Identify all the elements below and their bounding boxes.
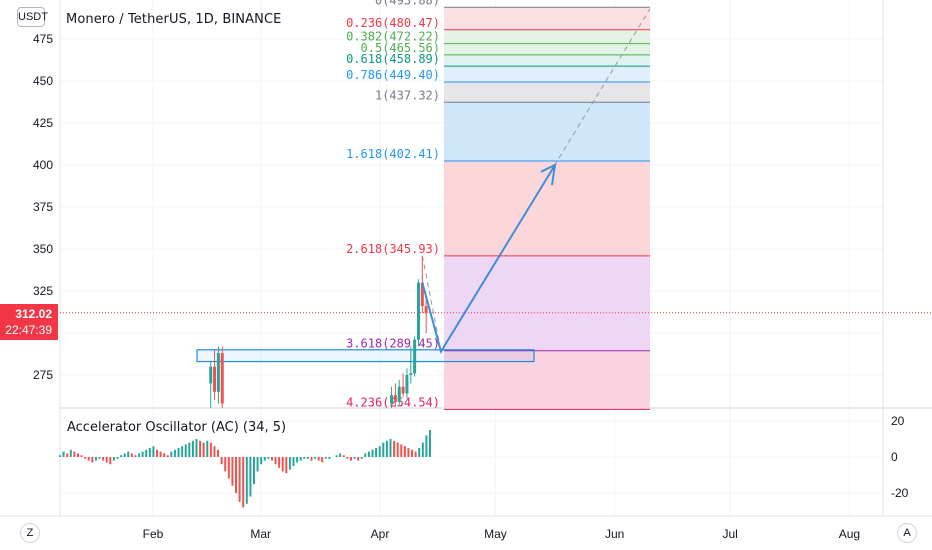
fib-level-label: 0.618(458.89) (346, 52, 440, 66)
fib-level-label: 2.618(345.93) (346, 242, 440, 256)
current-price-value: 312.02 (15, 307, 52, 321)
fib-level-label: 1.618(402.41) (346, 147, 440, 161)
price-tick-label: 325 (33, 284, 53, 298)
time-tick-label: Apr (371, 527, 390, 541)
fib-level-label: 0.786(449.40) (346, 68, 440, 82)
candle-body (420, 282, 424, 307)
candle-body (409, 373, 413, 375)
fib-zone (444, 54, 650, 67)
candle-body (416, 282, 420, 340)
time-tick-label: Jul (722, 527, 737, 541)
time-tick-label: Jun (605, 527, 624, 541)
current-price-tag: 312.02 22:47:39 (0, 304, 58, 340)
fib-zone (444, 102, 650, 161)
price-tick-label: 275 (33, 368, 53, 382)
candle-body (413, 339, 417, 374)
price-tick-label: 475 (33, 32, 53, 46)
fib-level-label: 1(437.32) (375, 88, 440, 102)
fib-level-label: 0.5(465.56) (361, 41, 440, 55)
price-axis-labels: 275 325 350 375 400 425 450 475 (33, 32, 53, 382)
fib-zone (444, 66, 650, 83)
oscillator-pane: 20 0 -20 (59, 414, 909, 508)
auto-scale-button[interactable]: A (897, 523, 917, 543)
price-unit-button[interactable]: USDT (17, 7, 48, 27)
price-tick-label: 400 (33, 158, 53, 172)
time-tick-label: Feb (143, 527, 164, 541)
support-rectangle-drawing[interactable] (196, 349, 535, 363)
fib-zone (444, 350, 650, 410)
osc-tick-label: 0 (891, 450, 898, 464)
candle-body (424, 306, 428, 313)
candle-body (216, 353, 220, 392)
fib-level-label: 0(493.88) (375, 0, 440, 7)
time-tick-label: May (484, 527, 507, 541)
candle-body (405, 375, 409, 394)
candle-body (213, 366, 217, 392)
arrow-path (421, 164, 556, 354)
price-tick-label: 350 (33, 242, 53, 256)
osc-tick-label: -20 (891, 486, 909, 500)
fib-level-label: 3.618(289.45) (346, 337, 440, 351)
price-tick-label: 375 (33, 200, 53, 214)
fib-zone (444, 43, 650, 55)
candle-body (390, 395, 394, 404)
osc-tick-label: 20 (891, 414, 905, 428)
fib-zone (444, 160, 650, 256)
zoom-toggle-button[interactable]: Z (20, 523, 40, 543)
symbol-legend[interactable]: Monero / TetherUS, 1D, BINANCE (66, 12, 282, 27)
candle-body (397, 386, 401, 402)
candle-body (393, 395, 397, 402)
oscillator-legend[interactable]: Accelerator Oscillator (AC) (34, 5) (67, 420, 287, 435)
projection-arrow[interactable] (421, 163, 557, 354)
price-tick-label: 450 (33, 74, 53, 88)
time-axis: Feb Mar Apr May Jun Jul Aug (143, 527, 860, 541)
fib-level-label: 0.236(480.47) (346, 16, 440, 30)
arrow-head (540, 163, 557, 186)
candle-body (401, 386, 405, 394)
time-tick-label: Aug (839, 527, 860, 541)
support-zone-rect (196, 349, 535, 363)
fib-zone (444, 7, 650, 30)
fibonacci-extension-drawing[interactable]: 0(493.88) 0.236(480.47)0.382(472.22)0.5(4… (346, 0, 651, 410)
fib-zone (444, 29, 650, 44)
fib-zone (444, 82, 650, 103)
fib-level-label: 0.382(472.22) (346, 30, 440, 44)
candlestick-series (209, 255, 428, 408)
bar-countdown: 22:47:39 (5, 323, 52, 337)
fib-zone (444, 255, 650, 351)
candle-body (209, 366, 213, 384)
time-tick-label: Mar (250, 527, 271, 541)
price-tick-label: 425 (33, 116, 53, 130)
candle-body (220, 353, 224, 404)
